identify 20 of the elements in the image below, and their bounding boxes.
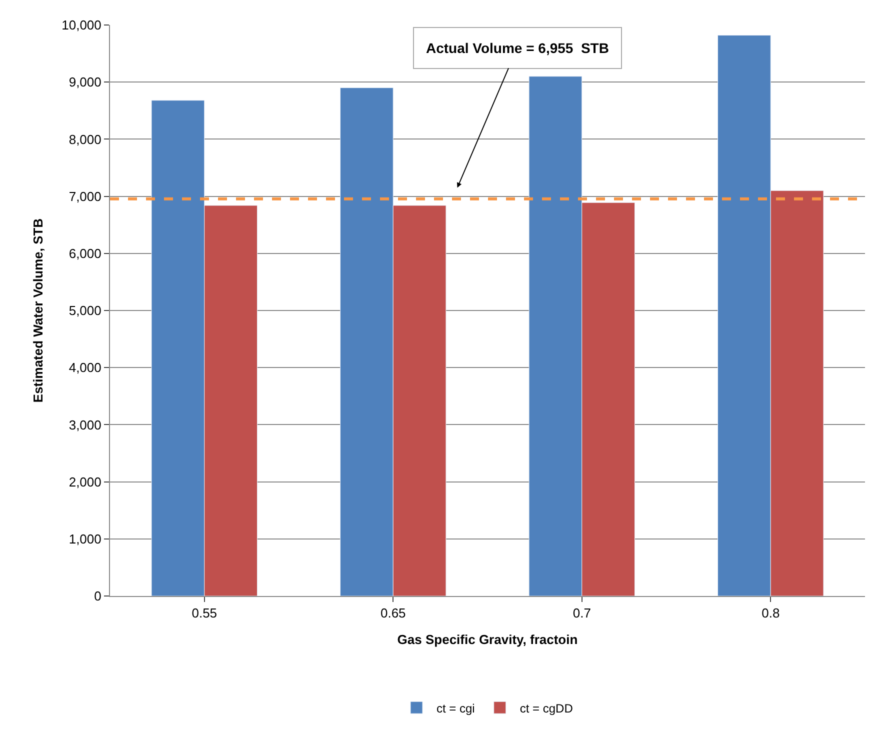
x-tick-label: 0.65 [380,606,406,621]
x-tick-label: 0.55 [192,606,218,621]
annotation: Actual Volume = 6,955 STB [426,40,609,56]
x-axis-title: Gas Specific Gravity, fractoin [397,632,578,648]
y-tick-label: 1,000 [68,531,102,546]
y-tick-label: 3,000 [68,417,102,432]
y-axis-title: Estimated Water Volume, STB [30,218,46,403]
y-tick-label: 5,000 [68,303,102,318]
y-tick-label: 9,000 [68,74,102,90]
legend-label: ct = cgi [436,701,475,716]
y-tick-label: 6,000 [68,246,102,261]
y-tick-label: 8,000 [68,132,102,147]
x-tick-label: 0.7 [572,606,591,621]
y-tick-label: 2,000 [68,474,102,490]
x-tick-label: 0.8 [762,606,780,621]
y-tick-label: 7,000 [68,188,102,204]
y-tick-label: 4,000 [68,360,102,376]
y-tick-label: 10,000 [62,18,102,33]
legend-label: ct = cgDD [520,701,574,716]
y-tick-label: 0 [94,588,102,604]
